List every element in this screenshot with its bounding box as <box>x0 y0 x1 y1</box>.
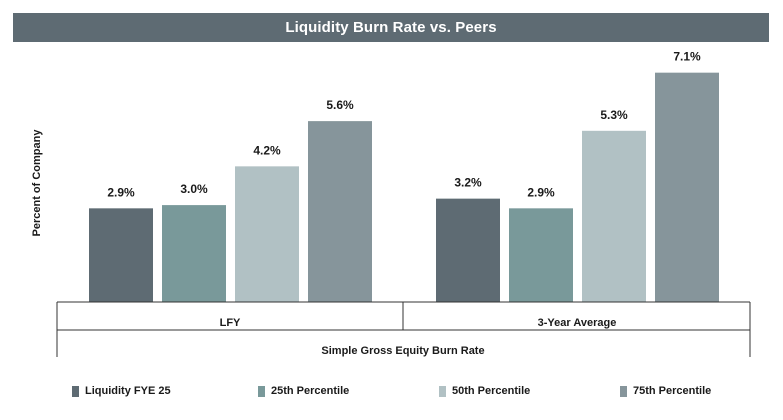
bar <box>655 72 719 302</box>
data-label: 3.0% <box>180 182 208 196</box>
chart-title: Liquidity Burn Rate vs. Peers <box>285 19 497 36</box>
legend-label: 25th Percentile <box>271 385 350 397</box>
legend-label: 50th Percentile <box>452 385 531 397</box>
data-label: 5.3% <box>600 108 628 122</box>
legend-swatch <box>258 385 265 397</box>
legend-item-75th-percentile: 75th Percentile <box>620 385 711 397</box>
legend-item-50th-percentile: 50th Percentile <box>439 385 530 397</box>
legend-swatch <box>72 385 79 397</box>
chart-title-bar: Liquidity Burn Rate vs. Peers <box>13 13 769 42</box>
legend-label: Liquidity FYE 25 <box>85 385 171 397</box>
legend: Liquidity FYE 25 25th Percentile 50th Pe… <box>0 385 783 405</box>
legend-swatch <box>439 385 446 397</box>
x-axis-title: Simple Gross Equity Burn Rate <box>321 345 484 357</box>
bar <box>89 208 153 302</box>
bar <box>509 208 573 302</box>
bar <box>235 166 299 302</box>
data-label: 5.6% <box>326 98 354 112</box>
bar <box>582 130 646 302</box>
data-label: 7.1% <box>673 50 701 64</box>
bar <box>162 205 226 302</box>
data-label: 2.9% <box>527 185 555 199</box>
y-axis-title: Percent of Company <box>31 129 43 237</box>
legend-swatch <box>620 385 627 397</box>
bar <box>436 198 500 302</box>
legend-label: 75th Percentile <box>633 385 712 397</box>
x-tick-label: 3-Year Average <box>538 317 617 329</box>
bar-chart: 2.9% 3.0% 4.2% 5.6% 3.2% 2.9% 5.3% 7.1% LFY 3-Yea… <box>31 50 751 357</box>
data-label: 4.2% <box>253 143 281 157</box>
data-label: 2.9% <box>107 185 135 199</box>
legend-item-25th-percentile: 25th Percentile <box>258 385 349 397</box>
bar <box>308 121 372 303</box>
data-label: 3.2% <box>454 176 482 190</box>
legend-item-liquidity-fye-25: Liquidity FYE 25 <box>72 385 171 397</box>
x-tick-label: LFY <box>220 317 241 329</box>
